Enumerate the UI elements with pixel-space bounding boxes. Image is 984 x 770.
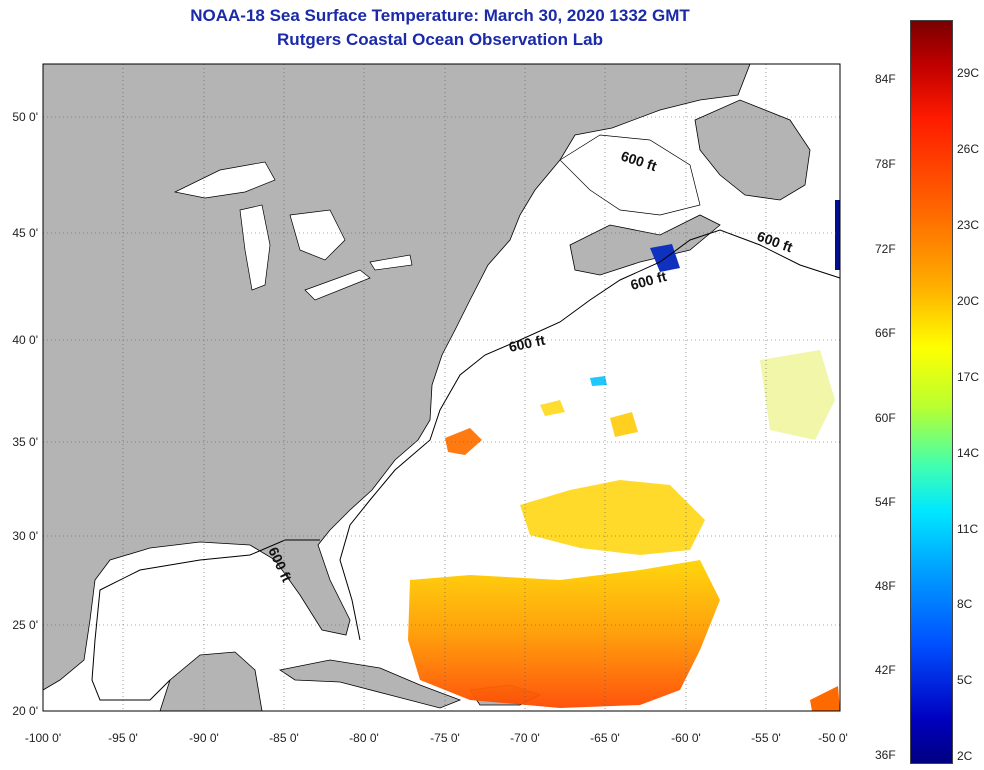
sst-patch-north-carolina — [445, 428, 482, 455]
sst-patch-cyan — [590, 376, 607, 386]
great-lake-michigan — [239, 204, 271, 291]
lon-label: -80 0' — [349, 731, 379, 745]
lon-label: -70 0' — [510, 731, 540, 745]
lon-label: -90 0' — [189, 731, 219, 745]
lon-label: -75 0' — [430, 731, 460, 745]
colorbar-tick-c: 29C — [957, 66, 980, 80]
colorbar-tick-c: 8C — [957, 597, 973, 611]
gulf-st-lawrence — [559, 134, 701, 216]
great-lake-superior — [173, 161, 276, 199]
map-subtitle: Rutgers Coastal Ocean Observation Lab — [277, 30, 603, 49]
land-north-america — [42, 63, 751, 691]
colorbar-tick-f: 78F — [875, 157, 896, 171]
colorbar-tick-c: 26C — [957, 142, 980, 156]
lat-label: 35 0' — [12, 435, 38, 449]
land-newfoundland — [694, 99, 811, 201]
land-nova-scotia — [569, 214, 721, 276]
lat-label: 25 0' — [12, 618, 38, 632]
sst-patch-yellow-small — [540, 400, 565, 416]
lat-label: 20 0' — [12, 704, 38, 718]
colorbar-tick-c: 14C — [957, 446, 980, 460]
lon-label: -50 0' — [818, 731, 848, 745]
colorbar-tick-f: 66F — [875, 326, 896, 340]
colorbar-tick-f: 36F — [875, 748, 896, 762]
land-cuba — [278, 659, 462, 709]
lon-label: -65 0' — [590, 731, 620, 745]
colorbar-tick-f: 48F — [875, 579, 896, 593]
temperature-colorbar — [910, 20, 953, 764]
lat-label: 45 0' — [12, 226, 38, 240]
colorbar-tick-c: 11C — [957, 522, 979, 536]
sst-patch-scatter-east — [760, 350, 835, 440]
sst-patch-bermuda — [610, 412, 638, 437]
contour-600ft-gulf — [91, 539, 320, 701]
great-lake-erie — [304, 269, 371, 301]
sst-patch-cold-east — [835, 200, 840, 270]
map-border — [42, 63, 841, 712]
graticule — [43, 64, 840, 711]
map-title: NOAA-18 Sea Surface Temperature: March 3… — [190, 6, 690, 25]
contour-label-4: 600 ft — [507, 332, 546, 355]
sst-patch-warm-south — [408, 560, 720, 708]
contour-600ft-atlantic — [339, 229, 841, 641]
lat-label: 30 0' — [12, 529, 38, 543]
colorbar-tick-f: 84F — [875, 72, 896, 86]
great-lake-huron — [289, 209, 346, 261]
colorbar-tick-f: 54F — [875, 495, 896, 509]
colorbar-tick-c: 17C — [957, 370, 980, 384]
colorbar-tick-c: 23C — [957, 218, 980, 232]
colorbar-tick-f: 60F — [875, 411, 896, 425]
colorbar-tick-c: 20C — [957, 294, 980, 308]
lon-label: -95 0' — [108, 731, 138, 745]
colorbar-tick-c: 2C — [957, 749, 973, 763]
colorbar-tick-f: 72F — [875, 242, 896, 256]
lat-label: 40 0' — [12, 333, 38, 347]
colorbar-tick-c: 5C — [957, 673, 973, 687]
colorbar-tick-f: 42F — [875, 663, 896, 677]
lon-label: -55 0' — [751, 731, 781, 745]
lon-label: -60 0' — [671, 731, 701, 745]
sst-patch-yellow-mid — [520, 480, 705, 555]
lat-label: 50 0' — [12, 110, 38, 124]
sst-patch-southeast — [810, 686, 840, 711]
lon-label: -85 0' — [269, 731, 299, 745]
great-lake-ontario — [369, 254, 413, 271]
lon-label: -100 0' — [25, 731, 61, 745]
